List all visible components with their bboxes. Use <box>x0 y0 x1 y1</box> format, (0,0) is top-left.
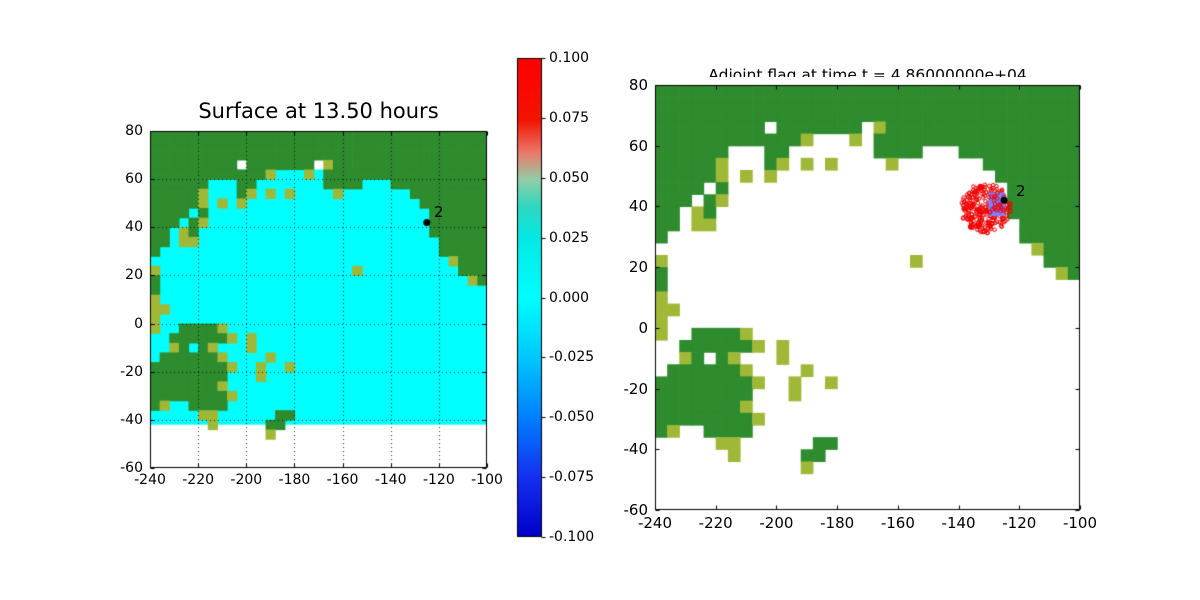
surface-plot-title: Surface at 13.50 hours <box>198 99 439 123</box>
surface-gauge-label: 2 <box>434 203 444 221</box>
surface-plot-x-tick-label: -240 <box>134 472 166 488</box>
surface-plot-y-tick-label: -40 <box>120 411 143 428</box>
adjoint-plot-y-tick-label: 60 <box>628 136 648 155</box>
adjoint-plot-x-tick-label: -100 <box>1062 514 1098 532</box>
adjoint-plot-y-tick-label: -40 <box>623 440 649 459</box>
surface-map-canvas <box>142 123 495 476</box>
surface-plot-x-tick-label: -180 <box>278 472 311 488</box>
surface-plot-x-tick-label: -200 <box>230 472 263 488</box>
adjoint-plot-y-tick-label: 40 <box>628 197 648 216</box>
adjoint-map-canvas <box>647 77 1088 518</box>
surface-plot-x-tick-label: -140 <box>374 472 407 488</box>
adjoint-plot-x-tick-label: -200 <box>759 514 794 532</box>
colorbar-tick-label: -0.100 <box>549 529 595 545</box>
colorbar-tick-label: 0.075 <box>549 109 590 126</box>
surface-plot-y-tick-label: 40 <box>125 219 143 236</box>
surface-plot-y-tick-label: 0 <box>134 315 143 332</box>
adjoint-plot-x-tick-label: -220 <box>698 514 733 532</box>
adjoint-plot-y-tick-label: -20 <box>623 379 649 398</box>
adjoint-gauge-label: 2 <box>1016 182 1026 200</box>
colorbar-tick-label: 0.025 <box>549 229 590 246</box>
adjoint-plot-x-tick-label: -120 <box>1002 514 1037 532</box>
surface-plot-x-tick-label: -160 <box>326 472 359 488</box>
surface-plot-x-tick-label: -220 <box>182 472 215 488</box>
adjoint-plot-x-tick-label: -180 <box>820 514 855 532</box>
adjoint-plot-x-tick-label: -240 <box>637 514 673 532</box>
adjoint-plot-y-tick-label: 20 <box>628 258 648 277</box>
colorbar-tick-label: 0.000 <box>549 289 590 306</box>
surface-plot-y-tick-label: -60 <box>120 460 143 476</box>
colorbar-tick-label: -0.050 <box>549 409 595 426</box>
colorbar-tick-label: 0.050 <box>549 169 590 186</box>
surface-plot-y-tick-label: 60 <box>125 171 143 188</box>
adjoint-plot-x-tick-label: -140 <box>941 514 976 532</box>
surface-plot-x-tick-label: -100 <box>471 472 503 488</box>
colorbar-canvas <box>509 50 550 545</box>
surface-plot-y-tick-label: 20 <box>125 267 143 284</box>
surface-plot-y-tick-label: 80 <box>125 123 143 139</box>
adjoint-plot-x-tick-label: -160 <box>880 514 915 532</box>
colorbar-tick-label: -0.075 <box>549 469 595 486</box>
adjoint-plot-y-tick-label: 0 <box>638 318 648 337</box>
surface-plot-x-tick-label: -120 <box>422 472 455 488</box>
adjoint-plot-y-tick-label: -60 <box>623 501 649 519</box>
colorbar-tick-label: 0.100 <box>549 50 590 66</box>
colorbar-tick-label: -0.025 <box>549 349 595 366</box>
surface-plot-y-tick-label: -20 <box>120 363 143 380</box>
adjoint-plot-y-tick-label: 80 <box>628 76 648 94</box>
